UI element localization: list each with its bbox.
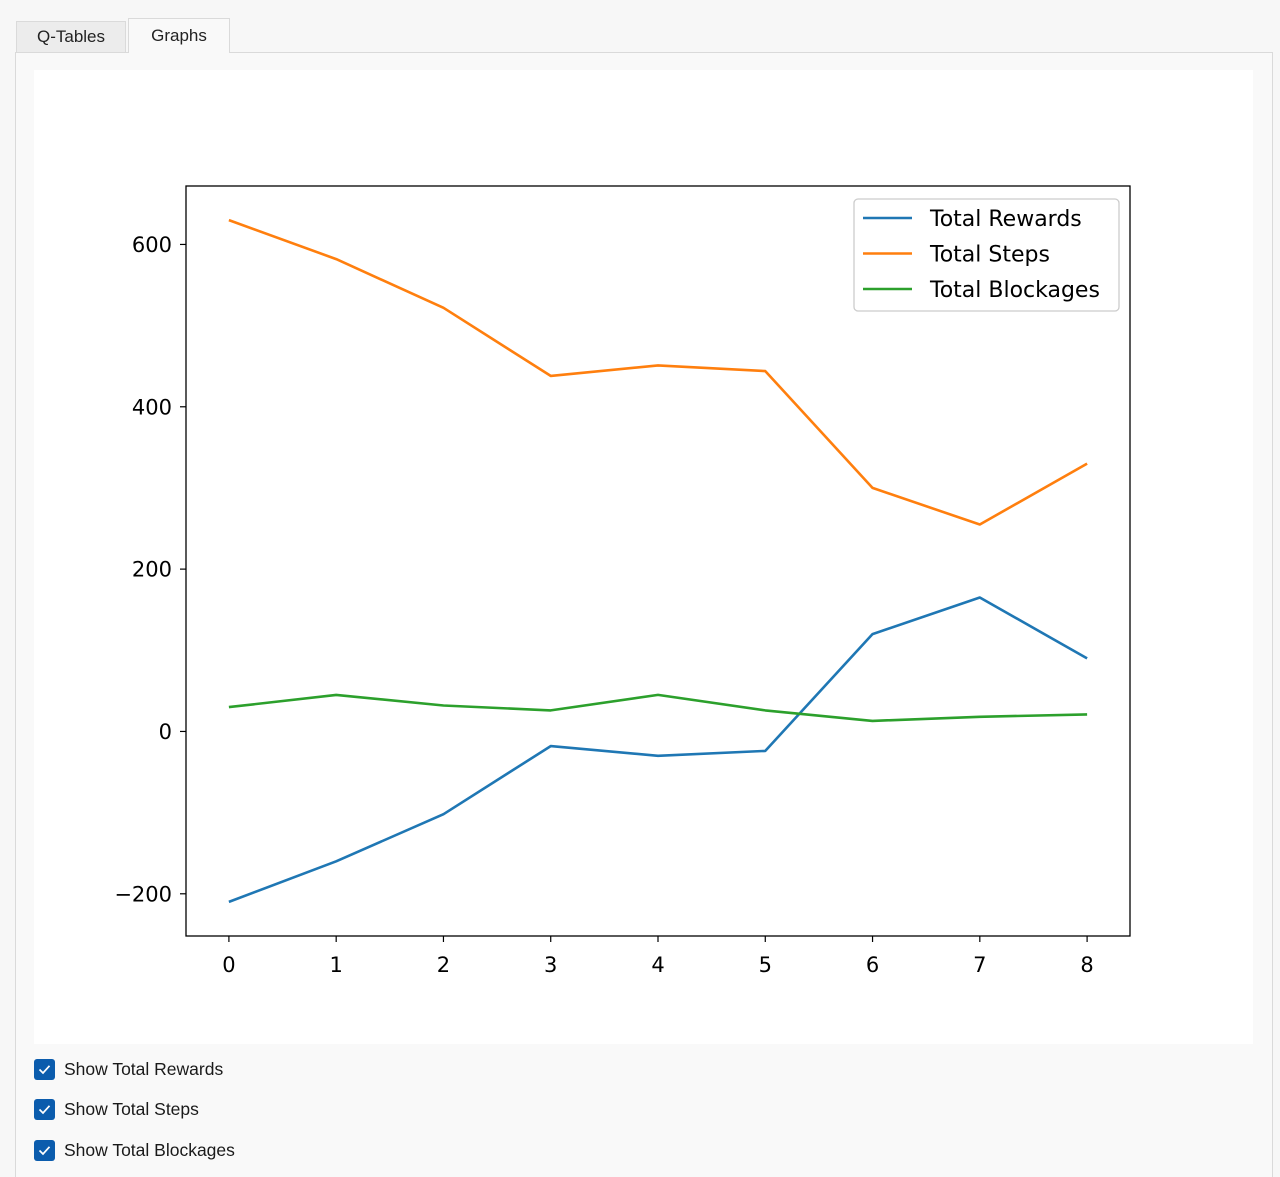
legend-label: Total Rewards (929, 207, 1082, 232)
checkmark-icon (38, 1104, 51, 1114)
x-tick-label: 3 (544, 953, 557, 977)
legend: Total Rewards Total Steps Total Blockages (853, 198, 1120, 312)
y-tick-label: 200 (132, 558, 172, 582)
y-tick-label: 0 (159, 720, 172, 744)
x-tick-label: 8 (1080, 953, 1093, 977)
y-tick-label: −200 (114, 882, 172, 906)
checkbox-box[interactable] (34, 1058, 55, 1080)
tab-graphs[interactable]: Graphs (128, 18, 230, 53)
series-line-2 (228, 218, 1088, 526)
x-tick-label: 1 (329, 953, 342, 977)
legend-box (853, 198, 1120, 312)
checkmark-icon (38, 1064, 51, 1074)
y-tick-label: 600 (132, 233, 172, 257)
x-tick-label: 4 (651, 953, 664, 977)
chart-canvas: 0 1 2 3 4 5 6 7 8 −200 0 200 400 600 Total Rewards Tot… (34, 70, 1253, 1044)
show-total-steps-checkbox[interactable]: Show Total Steps (34, 1097, 199, 1121)
checkbox-label: Show Total Steps (64, 1098, 199, 1119)
series-line-1 (228, 596, 1088, 904)
checkbox-box[interactable] (34, 1098, 55, 1120)
series-line-3 (228, 693, 1088, 723)
checkbox-box[interactable] (34, 1139, 55, 1161)
x-tick-label: 2 (437, 953, 450, 977)
y-tick-label: 400 (132, 395, 172, 419)
legend-label: Total Blockages (929, 278, 1100, 303)
x-tick-label: 6 (866, 953, 879, 977)
x-tick-label: 7 (973, 953, 986, 977)
x-tick-label: 0 (222, 953, 235, 977)
legend-label: Total Steps (929, 243, 1050, 268)
show-total-rewards-checkbox[interactable]: Show Total Rewards (34, 1057, 223, 1081)
checkbox-label: Show Total Blockages (64, 1139, 235, 1160)
checkbox-label: Show Total Rewards (64, 1058, 224, 1079)
show-total-blockages-checkbox[interactable]: Show Total Blockages (34, 1138, 235, 1162)
x-tick-label: 5 (759, 953, 772, 977)
tab-q-tables[interactable]: Q-Tables (16, 21, 126, 52)
checkmark-icon (38, 1145, 51, 1155)
